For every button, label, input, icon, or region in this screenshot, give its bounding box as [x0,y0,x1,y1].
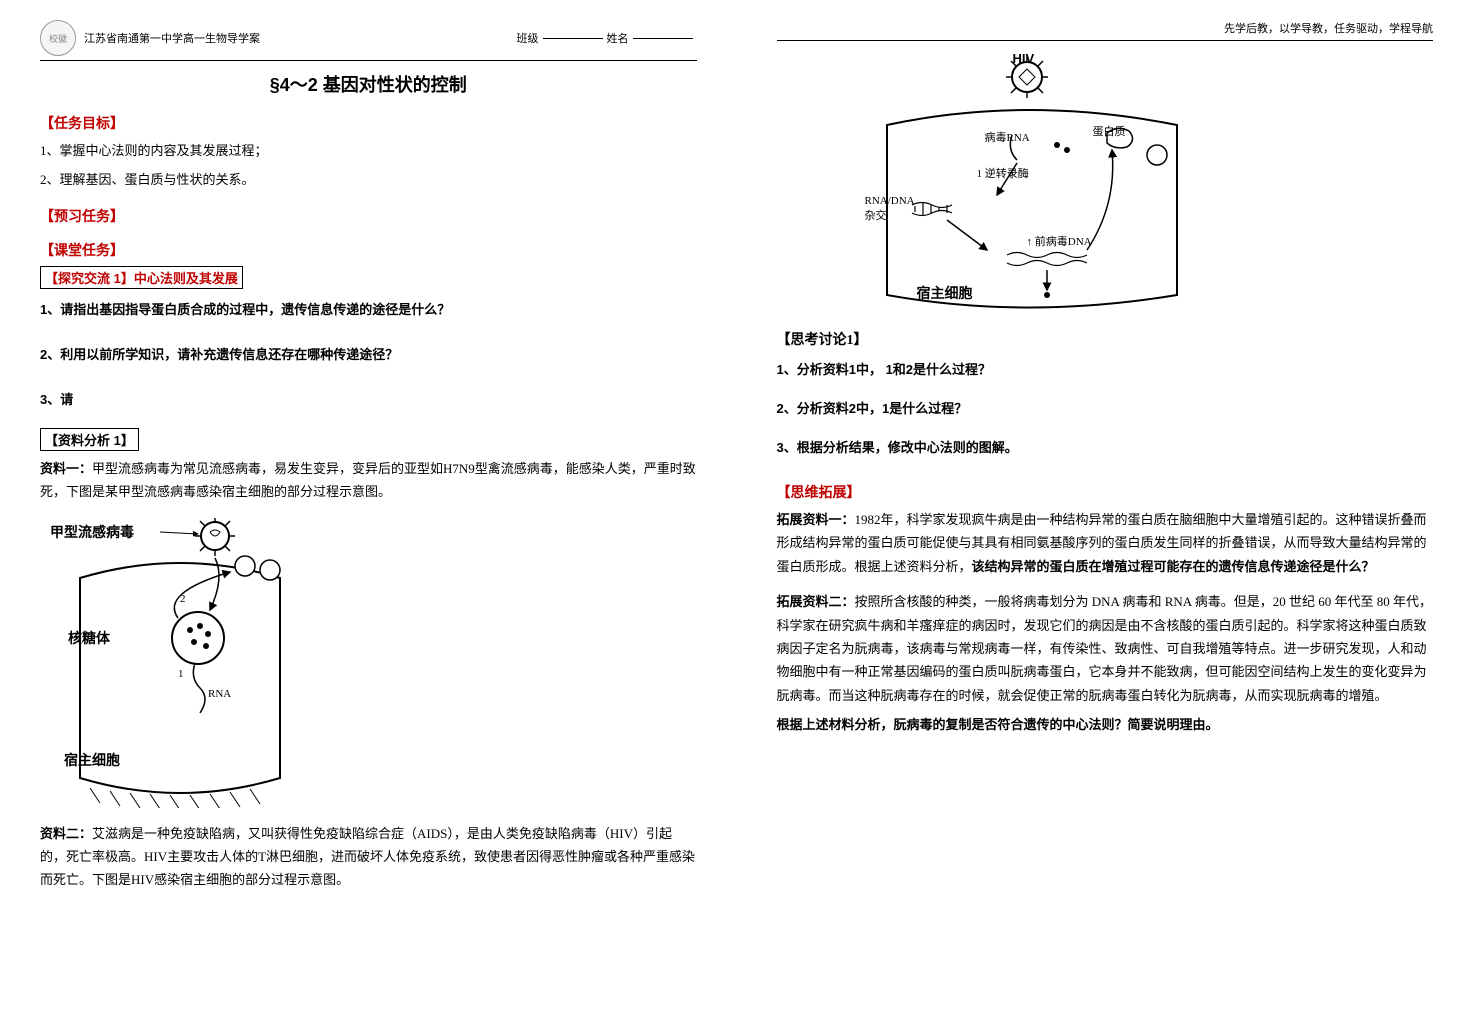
flu-num-2: 2 [180,593,186,605]
hiv-host-label: 宿主细胞 [917,283,973,303]
flu-host-label: 宿主细胞 [64,750,120,770]
class-label: 班级 [517,30,539,46]
hiv-svg [857,55,1197,315]
ext1: 拓展资料一：1982年，科学家发现疯牛病是由一种结构异常的蛋白质在脑细胞中大量增… [777,508,1434,578]
discuss-head: 【思考讨论1】 [777,329,1434,349]
ext2-body: 按照所含核酸的种类，一般将病毒划分为 DNA 病毒和 RNA 病毒。但是，20 … [777,594,1432,703]
hiv-rna-label: 病毒RNA [985,129,1030,145]
right-column: 先学后教，以学导教，任务驱动，学程导航 [737,0,1473,1020]
hiv-rev-label: 1 逆转录酶 [977,165,1029,181]
hiv-protein-label: 蛋白质 [1093,123,1126,139]
name-label: 姓名 [607,30,629,46]
left-column: 校徽 江苏省南通第一中学高一生物导学案 班级 姓名 §4～2 基因对性状的控制 … [0,0,737,1020]
class-task-head: 【课堂任务】 [40,240,697,260]
header-right: 先学后教，以学导教，任务驱动，学程导航 [777,20,1434,41]
task-target-2: 2、理解基因、蛋白质与性状的关系。 [40,168,697,191]
ext2-q: 根据上述材料分析，朊病毒的复制是否符合遗传的中心法则？简要说明理由。 [777,713,1434,736]
hiv-hybrid-label: RNA/DNA 杂交 [865,195,915,223]
ext2-head: 拓展资料二： [777,594,855,609]
page: 校徽 江苏省南通第一中学高一生物导学案 班级 姓名 §4～2 基因对性状的控制 … [0,0,1473,1020]
flu-num-1: 1 [178,668,184,680]
lesson-title: §4～2 基因对性状的控制 [40,71,697,97]
ext2: 拓展资料二：按照所含核酸的种类，一般将病毒划分为 DNA 病毒和 RNA 病毒。… [777,590,1434,707]
material2-head: 资料二： [40,826,92,841]
ext1-head: 拓展资料一： [777,512,855,527]
hiv-prophage-label: ↑ 前病毒DNA [1027,233,1092,249]
task-target-1: 1、掌握中心法则的内容及其发展过程； [40,139,697,162]
header-left: 校徽 江苏省南通第一中学高一生物导学案 班级 姓名 [40,20,697,61]
material2-body: 艾滋病是一种免疫缺陷病，又叫获得性免疫缺陷综合症（AIDS），是由人类免疫缺陷病… [40,826,695,888]
material1-body: 甲型流感病毒为常见流感病毒，易发生变异，变异后的亚型如H7N9型禽流感病毒，能感… [40,461,696,499]
material1: 资料一：甲型流感病毒为常见流感病毒，易发生变异，变异后的亚型如H7N9型禽流感病… [40,457,697,504]
question-2: 2、利用以前所学知识，请补充遗传信息还存在哪种传递途径？ [40,344,697,363]
class-blank [543,38,603,39]
hiv-diagram: HIV 病毒RNA 蛋白质 1 逆转录酶 RNA/DNA 杂交 ↑ 前病毒DNA… [857,55,1197,315]
discuss-q3: 3、根据分析结果，修改中心法则的图解。 [777,437,1434,456]
school-name: 江苏省南通第一中学高一生物导学案 [84,30,517,46]
hiv-label: HIV [1013,51,1035,66]
discuss-q2: 2、分析资料2中，1是什么过程？ [777,398,1434,417]
flu-figure: 甲型流感病毒 [40,518,697,808]
motto: 先学后教，以学导教，任务驱动，学程导航 [1224,20,1433,36]
ext1-q: 该结构异常的蛋白质在增殖过程可能存在的遗传信息传递途径是什么？ [972,559,1375,574]
flu-diagram: 甲型流感病毒 [50,518,310,808]
discuss-q1: 1、分析资料1中， 1和2是什么过程？ [777,359,1434,378]
material-analysis-box: 【资料分析 1】 [40,428,139,451]
explore1-box: 【探究交流 1】中心法则及其发展 [40,266,243,289]
question-3: 3、请 [40,389,697,408]
school-logo: 校徽 [40,20,76,56]
hiv-figure: HIV 病毒RNA 蛋白质 1 逆转录酶 RNA/DNA 杂交 ↑ 前病毒DNA… [777,55,1434,315]
material2: 资料二：艾滋病是一种免疫缺陷病，又叫获得性免疫缺陷综合症（AIDS），是由人类免… [40,822,697,892]
name-blank [633,38,693,39]
task-target-head: 【任务目标】 [40,113,697,133]
preview-head: 【预习任务】 [40,206,697,226]
flu-rna-label: RNA [208,688,231,700]
question-1: 1、请指出基因指导蛋白质合成的过程中，遗传信息传递的途径是什么？ [40,299,697,318]
extend-head: 【思维拓展】 [777,482,1434,502]
ribosome-label: 核糖体 [68,628,110,648]
material1-head: 资料一： [40,461,92,476]
